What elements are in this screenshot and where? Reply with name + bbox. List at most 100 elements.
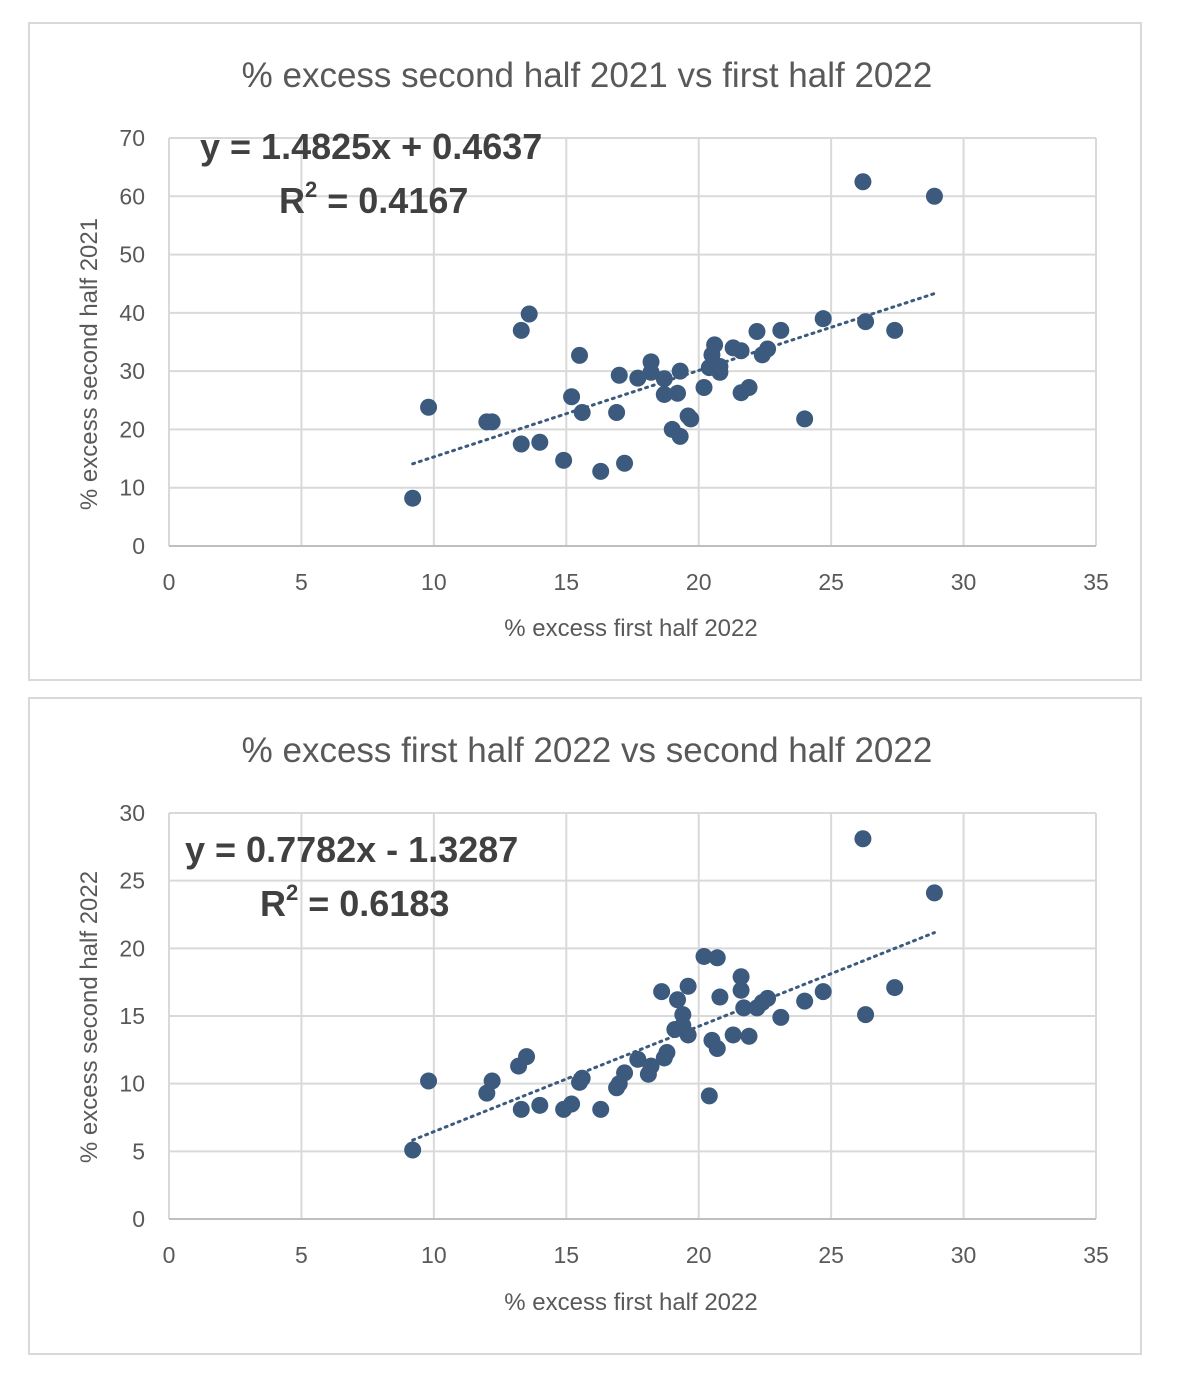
chart-1-data-point [759,340,777,358]
chart-2-x-tick-label: 25 [818,1242,844,1268]
chart-1-data-point [854,173,872,191]
chart-1-data-point [796,410,814,428]
chart-2-x-tick-label: 15 [553,1242,579,1268]
chart-1-points [404,173,943,507]
chart-2-data-point [700,1087,718,1105]
chart-2-data-point [616,1064,634,1082]
chart-1-x-axis-label: % excess first half 2022 [504,615,757,642]
chart-1-r-superscript: 2 [305,177,317,202]
chart-2-y-axis-label: % excess second half 2022 [76,871,103,1163]
chart-1-x-tick-label: 10 [421,569,447,595]
chart-2-data-point [886,979,904,997]
chart-2-grid [168,812,1097,1220]
chart-1-y-tick-label: 30 [119,358,145,384]
chart-2-data-point [518,1048,536,1066]
chart-1-y-axis-label: % excess second half 2021 [76,218,103,510]
chart-2-y-tick-label: 20 [119,935,145,961]
chart-2-x-tick-label: 35 [1083,1242,1109,1268]
chart-1-y-tick-label: 0 [132,533,145,559]
chart-1-y-tick-label: 70 [119,125,145,151]
chart-2-data-point [708,1039,726,1057]
chart-2-x-tick-label: 20 [686,1242,712,1268]
chart-1-data-point [420,398,438,416]
chart-2-data-point [711,988,729,1006]
chart-1-data-point [571,346,589,364]
chart-1-data-point [857,313,875,331]
chart-1-title: % excess second half 2021 vs first half … [242,56,933,95]
chart-2-x-tick-label: 5 [295,1242,308,1268]
chart-2-y-tick-label: 15 [119,1003,145,1029]
chart-1-r-label: R [279,180,305,221]
chart-2-y-tick-label: 30 [119,800,145,826]
chart-2-data-point [658,1044,676,1062]
chart-2-y-tick-label: 5 [132,1138,145,1164]
chart-1-data-point [520,305,538,323]
chart-2-x-tick-label: 30 [951,1242,977,1268]
chart-2-title: % excess first half 2022 vs second half … [242,731,933,770]
chart-1-data-point [732,342,750,360]
chart-2-y-tick-label: 10 [119,1071,145,1097]
chart-2-data-point [735,999,753,1017]
chart-1-data-point [655,370,673,388]
chart-2-x-ticks: 0 5 10 15 20 25 30 35 [163,1242,1109,1268]
chart-1-data-point [608,404,626,422]
chart-2-data-point [814,983,832,1001]
chart-2-data-point [592,1100,610,1118]
chart-panel-2: % excess first half 2022 vs second half … [28,697,1142,1355]
chart-1-data-point [512,321,530,339]
chart-2-equation: y = 0.7782x - 1.3287 [185,829,518,870]
chart-2-data-point [695,947,713,965]
chart-2-data-point [740,1027,758,1045]
chart-2-y-tick-label: 25 [119,868,145,894]
chart-1-r-squared: R2 = 0.4167 [279,177,468,221]
chart-2-data-point [854,830,872,848]
chart-1-data-point [573,404,591,422]
chart-1-data-point [642,363,660,381]
chart-2-data-point [772,1008,790,1026]
chart-2-data-point [531,1096,549,1114]
chart-2-r-value: = 0.6183 [298,883,449,924]
chart-1-y-tick-label: 50 [119,242,145,268]
chart-1-x-tick-label: 30 [951,569,977,595]
chart-2-r-squared: R2 = 0.6183 [260,880,449,924]
chart-1-data-point [814,310,832,328]
chart-1-data-point [531,433,549,451]
chart-1-trendline [411,292,936,466]
chart-1-data-point [925,187,943,205]
chart-2-data-point [642,1057,660,1075]
chart-1-data-point [655,385,673,403]
chart-2-r-label: R [260,883,286,924]
chart-1-grid [168,137,1097,547]
chart-2-x-tick-label: 10 [421,1242,447,1268]
chart-2-y-ticks: 0 5 10 15 20 25 30 [119,800,145,1232]
chart-1-x-tick-label: 20 [686,569,712,595]
chart-1-data-point [483,413,501,431]
chart-1-data-point [671,427,689,445]
chart-1-data-point [610,366,628,384]
chart-2-data-point [669,991,687,1009]
chart-2-data-point [759,989,777,1007]
chart-2-data-point [732,981,750,999]
chart-2-y-tick-label: 0 [132,1206,145,1232]
chart-2-x-axis-label: % excess first half 2022 [504,1289,757,1316]
chart-1-data-point [563,388,581,406]
chart-2-points [404,830,943,1159]
chart-2-data-point [653,983,671,1001]
chart-2-data-point [679,977,697,995]
chart-1-x-tick-label: 5 [295,569,308,595]
chart-2-data-point [629,1050,647,1068]
chart-1-data-point [682,410,700,428]
chart-1-y-tick-label: 40 [119,300,145,326]
chart-1-y-tick-label: 60 [119,183,145,209]
chart-1-x-tick-label: 35 [1083,569,1109,595]
chart-1-data-point [616,454,634,472]
chart-2-data-point [724,1026,742,1044]
chart-2-data-point [512,1100,530,1118]
chart-1-x-tick-label: 25 [818,569,844,595]
chart-1-x-ticks: 0 5 10 15 20 25 30 35 [163,569,1109,595]
chart-2-data-point [679,1026,697,1044]
chart-2-data-point [404,1141,422,1159]
chart-panel-1: % excess second half 2021 vs first half … [28,22,1142,681]
chart-1-data-point [592,462,610,480]
chart-1-y-tick-label: 20 [119,416,145,442]
